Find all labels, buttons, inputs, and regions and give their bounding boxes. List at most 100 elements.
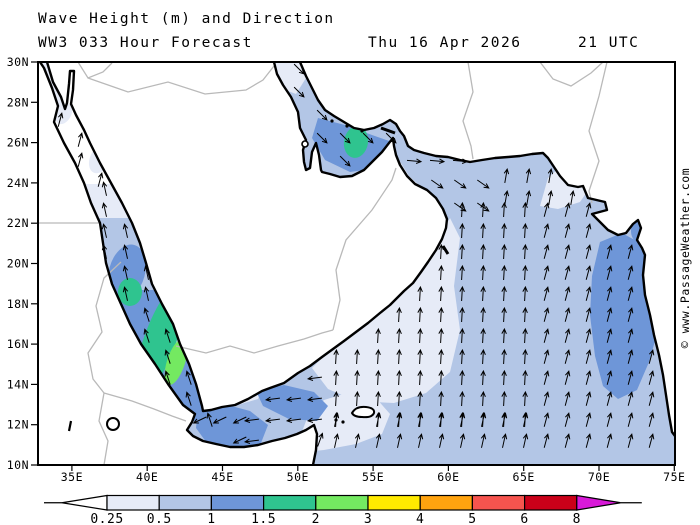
wave-direction-arrow xyxy=(417,327,423,344)
legend-value: 3 xyxy=(364,512,372,525)
wave-direction-arrow xyxy=(396,412,403,427)
wave-direction-arrow xyxy=(627,307,634,322)
wave-direction-arrow xyxy=(438,327,444,344)
wave-direction-arrow xyxy=(606,286,613,301)
lat-label: 16N xyxy=(7,337,29,351)
country-border-line xyxy=(462,62,474,160)
wave-direction-arrow xyxy=(522,369,528,386)
wave-direction-arrow xyxy=(385,132,397,144)
wave-direction-arrow xyxy=(501,285,507,302)
wave-direction-arrow xyxy=(438,264,444,281)
wave-direction-arrow xyxy=(97,172,104,187)
wave-direction-arrow xyxy=(459,348,465,365)
wave-direction-arrow xyxy=(522,348,528,365)
wave-direction-arrow xyxy=(396,390,402,407)
wave-direction-arrow xyxy=(232,436,247,444)
wave-direction-arrow xyxy=(480,327,486,344)
wave-direction-arrow xyxy=(333,348,339,365)
lat-label: 28N xyxy=(7,95,29,109)
legend-box xyxy=(471,494,526,511)
legend-value: 6 xyxy=(520,512,528,525)
lat-label: 18N xyxy=(7,297,29,311)
wave-direction-arrow xyxy=(122,286,129,301)
wave-direction-arrow xyxy=(501,369,507,386)
legend-overflow-arrow xyxy=(576,494,621,511)
wave-direction-arrow xyxy=(122,223,129,238)
wave-direction-arrow xyxy=(459,243,465,260)
wave-direction-arrow xyxy=(459,327,465,344)
wave-direction-arrow xyxy=(522,264,528,281)
wave-height-legend: 0.25 0.5 1 1.5 2 3 4 5 6 8 xyxy=(44,494,642,525)
wave-direction-arrow xyxy=(406,158,423,164)
wave-direction-arrow xyxy=(375,412,382,427)
wave-direction-arrow xyxy=(501,243,507,260)
wave-direction-arrow xyxy=(333,433,340,448)
wave-direction-arrow xyxy=(543,307,550,322)
wave-direction-arrow xyxy=(333,369,339,386)
wave-direction-arrow xyxy=(375,433,382,448)
copyright-watermark: © www.PassageWeather.com xyxy=(678,168,692,349)
wave-direction-arrow xyxy=(431,179,444,189)
wave-direction-arrow xyxy=(564,349,571,364)
bahrain-island xyxy=(301,140,309,148)
wave-direction-arrow xyxy=(480,201,486,218)
wave-direction-arrow xyxy=(569,189,576,205)
wave-direction-arrow xyxy=(543,328,550,343)
wave-direction-arrow xyxy=(480,222,486,239)
wave-direction-arrow xyxy=(143,265,150,280)
lat-label: 10N xyxy=(7,458,29,472)
small-island-dot xyxy=(345,124,349,128)
wave-direction-arrow xyxy=(627,265,634,280)
wave-direction-arrow xyxy=(101,223,108,238)
wave-direction-arrow xyxy=(480,412,487,427)
wave-direction-arrow xyxy=(522,327,528,344)
wave-direction-arrow xyxy=(522,390,528,407)
legend-box xyxy=(158,494,212,511)
wave-direction-arrow xyxy=(243,417,259,423)
wave-direction-arrow xyxy=(522,433,529,448)
wave-direction-arrow xyxy=(396,369,402,386)
lon-label: 35E xyxy=(61,470,83,484)
wave-direction-arrow xyxy=(627,286,634,301)
wave-direction-arrow xyxy=(185,370,192,385)
wave-direction-arrow xyxy=(285,396,301,402)
aden-central-medium xyxy=(256,385,328,421)
wave-direction-arrow xyxy=(585,286,592,301)
wave-direction-arrow xyxy=(503,189,510,205)
wave-direction-arrow xyxy=(417,285,423,302)
wave-direction-arrow xyxy=(354,433,361,448)
wave-direction-arrow xyxy=(480,285,486,302)
wave-direction-arrow xyxy=(522,243,528,260)
wave-direction-arrow xyxy=(543,265,550,280)
forecast-time: 21 UTC xyxy=(578,35,639,51)
wave-direction-arrow xyxy=(501,433,508,448)
wave-direction-arrow xyxy=(454,179,467,189)
wave-direction-arrow xyxy=(501,201,507,218)
wave-direction-arrow xyxy=(264,396,280,402)
wave-direction-arrow xyxy=(101,244,108,259)
wave-direction-arrow xyxy=(101,202,108,217)
wave-direction-arrow xyxy=(627,244,634,259)
wave-direction-arrow xyxy=(606,370,613,385)
wave-direction-arrow xyxy=(585,391,592,406)
lon-label: 70E xyxy=(588,470,610,484)
lon-label: 45E xyxy=(211,470,233,484)
wave-direction-arrow xyxy=(429,158,446,164)
country-border-line xyxy=(87,261,122,465)
wave-direction-arrow xyxy=(480,306,486,323)
wave-direction-arrow xyxy=(606,412,613,427)
lat-label: 12N xyxy=(7,418,29,432)
wave-direction-arrow xyxy=(396,348,402,365)
wave-direction-arrow xyxy=(232,416,247,424)
wave-direction-arrow xyxy=(375,348,381,365)
lon-label: 50E xyxy=(287,470,309,484)
wave-direction-arrow xyxy=(417,433,424,448)
wave-direction-arrow xyxy=(606,307,613,322)
wave-direction-arrow xyxy=(480,243,486,260)
islands-and-lakes xyxy=(67,119,450,432)
wave-direction-arrow xyxy=(627,433,634,448)
wave-direction-arrow xyxy=(243,438,259,444)
coastline xyxy=(298,62,675,437)
wave-direction-arrow xyxy=(459,222,465,239)
lat-label: 14N xyxy=(7,377,29,391)
